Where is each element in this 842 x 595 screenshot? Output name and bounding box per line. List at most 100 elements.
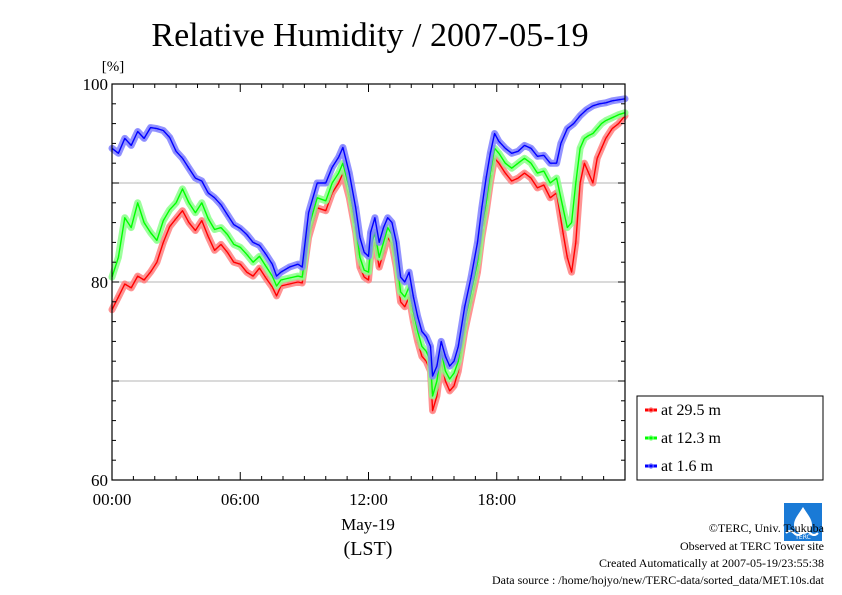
data-point xyxy=(385,215,390,220)
data-point xyxy=(402,294,408,300)
data-point xyxy=(186,200,192,205)
data-source-text: Data source : /home/hojyo/new/TERC-data/… xyxy=(491,573,824,587)
data-point xyxy=(173,149,179,154)
y-axis-unit: [%] xyxy=(102,59,125,75)
data-point xyxy=(180,208,185,213)
y-tick-label: 80 xyxy=(91,273,108,292)
data-point xyxy=(274,283,279,289)
data-point xyxy=(231,222,237,227)
data-point xyxy=(212,195,217,201)
data-point xyxy=(447,363,452,369)
data-point xyxy=(584,107,589,112)
legend-marker xyxy=(648,435,654,441)
data-point xyxy=(212,248,217,253)
series-layer xyxy=(108,95,629,415)
data-point xyxy=(571,121,576,126)
data-point xyxy=(603,118,608,123)
data-point xyxy=(263,263,269,269)
data-point xyxy=(129,285,134,291)
series-line xyxy=(111,98,626,377)
data-point xyxy=(599,121,604,126)
data-point xyxy=(263,252,269,257)
data-point xyxy=(278,269,284,275)
data-point xyxy=(257,265,262,271)
data-point xyxy=(141,136,147,141)
data-point xyxy=(225,232,230,237)
data-point xyxy=(528,160,534,166)
data-point xyxy=(590,131,596,136)
created-text: Created Automatically at 2007-05-19/23:5… xyxy=(599,556,824,570)
data-point xyxy=(515,160,521,166)
data-point xyxy=(122,281,128,287)
data-point xyxy=(586,133,591,138)
data-point xyxy=(522,156,527,161)
data-point xyxy=(336,155,341,160)
data-point xyxy=(238,245,243,250)
legend-marker xyxy=(648,463,654,469)
data-point xyxy=(122,136,128,141)
data-point xyxy=(582,136,587,141)
svg-text:TERC: TERC xyxy=(794,534,811,541)
data-point xyxy=(541,182,546,188)
data-point xyxy=(362,274,367,280)
legend-label: at 12.3 m xyxy=(661,430,722,447)
legend-item: at 29.5 m xyxy=(645,402,722,419)
data-point xyxy=(148,230,153,235)
data-point xyxy=(595,126,600,131)
y-tick-label: 100 xyxy=(83,75,109,94)
data-point xyxy=(609,115,615,120)
legend-item: at 1.6 m xyxy=(645,458,714,475)
data-point xyxy=(231,242,237,247)
observed-text: Observed at TERC Tower site xyxy=(679,539,824,553)
x-axis-timezone-label: (LST) xyxy=(344,538,393,560)
data-point xyxy=(173,200,179,205)
data-point xyxy=(186,165,192,171)
data-point xyxy=(180,186,185,192)
data-point xyxy=(129,143,134,148)
data-point xyxy=(199,178,204,184)
data-point xyxy=(257,254,262,259)
data-point xyxy=(193,175,198,181)
data-point xyxy=(535,185,540,191)
data-point xyxy=(225,212,230,217)
legend: at 29.5 m at 12.3 m at 1.6 m xyxy=(636,395,824,481)
data-point xyxy=(244,232,249,237)
data-point xyxy=(609,126,615,131)
data-point xyxy=(141,277,147,283)
data-point xyxy=(616,121,621,126)
data-point xyxy=(336,180,341,186)
data-point xyxy=(167,207,172,212)
data-point xyxy=(447,376,452,382)
chart-title: Relative Humidity / 2007-05-19 xyxy=(151,17,588,54)
data-point xyxy=(496,139,502,144)
terc-logo-icon: TERC xyxy=(784,503,822,541)
data-point xyxy=(250,273,256,279)
data-point xyxy=(135,129,140,134)
data-point xyxy=(547,195,553,201)
data-point xyxy=(250,240,256,245)
data-point xyxy=(503,146,508,151)
data-point xyxy=(135,273,140,279)
x-tick-label: 00:00 xyxy=(93,490,132,509)
data-point xyxy=(503,160,508,166)
data-point xyxy=(503,170,508,176)
legend-label: at 29.5 m xyxy=(661,402,722,419)
copyright-text: ©TERC, Univ. Tsukuba xyxy=(708,521,824,535)
legend-marker xyxy=(648,407,654,413)
data-point xyxy=(515,175,521,181)
data-point xyxy=(173,216,179,221)
data-point xyxy=(167,135,172,140)
data-point xyxy=(238,226,243,231)
data-point xyxy=(603,136,608,141)
data-point xyxy=(496,151,502,156)
x-axis-date-label: May-19 xyxy=(341,515,395,534)
data-point xyxy=(528,146,534,151)
data-point xyxy=(402,304,408,309)
y-tick-label: 60 xyxy=(91,471,108,490)
data-point xyxy=(522,143,527,148)
x-tick-label: 12:00 xyxy=(349,490,388,509)
data-point xyxy=(599,146,604,151)
data-point xyxy=(244,252,249,257)
data-point xyxy=(218,202,224,207)
